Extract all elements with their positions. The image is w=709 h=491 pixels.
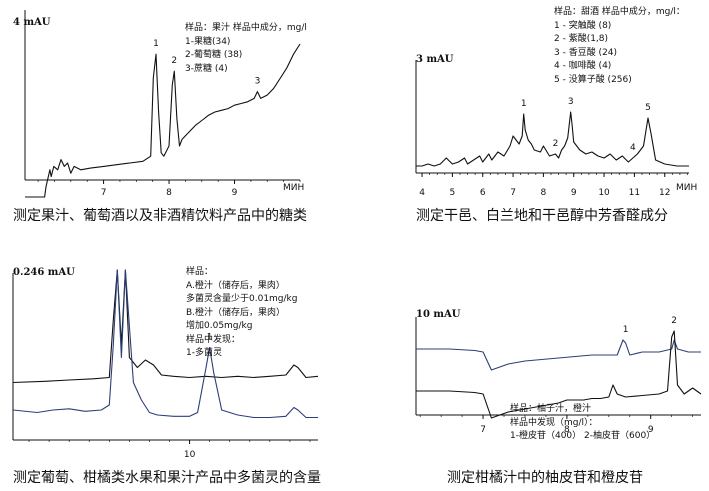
x-tick-label: 8 bbox=[166, 188, 172, 198]
legend-line: 多菌灵含量少于0.01mg/kg bbox=[186, 294, 298, 304]
x-tick-label: 10 bbox=[184, 450, 196, 460]
peak-label: 2 bbox=[553, 139, 559, 149]
x-tick-label: 6 bbox=[480, 188, 486, 198]
legend-line: 增加0.05mg/kg bbox=[186, 321, 253, 331]
chart-caption: 测定果汁、葡萄酒以及非酒精饮料产品中的糖类 bbox=[13, 208, 307, 224]
chromatogram-sugars: 7 8 9 МИН 1 2 3 bbox=[24, 10, 304, 198]
peak-label: 3 bbox=[255, 77, 261, 87]
x-tick-label: 9 bbox=[648, 425, 654, 435]
y-unit-label: 4 mAU bbox=[13, 17, 51, 28]
x-tick-label: 7 bbox=[480, 425, 486, 435]
peak-label: 4 bbox=[630, 143, 636, 153]
chart-caption: 测定干邑、白兰地和干邑醇中芳香醛成分 bbox=[416, 208, 668, 224]
legend-line: 2 - 紫酸(1,8) bbox=[554, 34, 609, 44]
x-tick-label: 11 bbox=[629, 188, 640, 198]
legend-line: 样品：果汁 样品中成分，mg/l bbox=[185, 23, 307, 33]
x-tick-label: 7 bbox=[101, 188, 107, 198]
legend: 样品：甜酒 样品中成分，mg/l： 1 - 突触酸 (8) 2 - 紫酸(1,8) 3… bbox=[554, 6, 685, 87]
series-line bbox=[416, 330, 702, 419]
series-line bbox=[416, 339, 701, 371]
legend: 样品： A.橙汁（储存后，果肉） 多菌灵含量少于0.01mg/kg B.橙汁（储存后，… bbox=[186, 266, 297, 361]
legend-line: A.橙汁（储存后，果肉） bbox=[186, 280, 285, 291]
legend-line: 2-葡萄糖 (38) bbox=[185, 50, 243, 60]
series-line bbox=[12, 269, 318, 419]
y-unit-label: 0.246 mAU bbox=[13, 267, 75, 278]
legend-line: 1-多菌灵 bbox=[186, 348, 222, 358]
legend-line: 3-蔗糖 (4) bbox=[185, 63, 228, 74]
legend-line: 样品： bbox=[186, 267, 214, 277]
x-axis-label: МИН bbox=[676, 183, 697, 193]
x-tick-label: 5 bbox=[450, 188, 456, 198]
series-line bbox=[25, 43, 301, 198]
peak-label: 3 bbox=[568, 97, 574, 107]
y-unit-label: 10 mAU bbox=[416, 309, 461, 320]
x-tick-label: 9 bbox=[571, 188, 577, 198]
chart-caption: 测定葡萄、柑橘类水果和果汁产品中多菌灵的含量 bbox=[13, 470, 321, 486]
legend-line: 样品中发现（mg/l）： bbox=[510, 417, 598, 428]
chart-panel-aromatic-aldehydes: 4 5 6 7 8 9 10 11 12 МИН 1 2 3 4 5 3 mAU 样品：甜酒 样品中成分，m… bbox=[354, 0, 709, 245]
legend: 样品：柚子汁，橙汁 样品中发现（mg/l）： 1-橙皮苷（400） 2-柚皮苷（60… bbox=[510, 403, 655, 444]
x-tick-label: 10 bbox=[598, 188, 610, 198]
peak-label: 5 bbox=[645, 103, 651, 113]
x-tick-label: 12 bbox=[659, 188, 670, 198]
x-axis-label: МИН bbox=[283, 183, 304, 193]
chart-panel-naringin-hesperidin: 7 8 9 1 2 10 mAU 样品：柚子汁，橙汁 样品中发现（mg/l）： 1-橙皮苷（… bbox=[354, 245, 709, 491]
legend-line: 5 - 没算子酸 (256) bbox=[554, 74, 632, 85]
chart-caption: 测定柑橘汁中的柚皮苷和橙皮苷 bbox=[447, 470, 643, 486]
legend-line: 1 - 突触酸 (8) bbox=[554, 20, 612, 31]
legend-line: 样品中发现： bbox=[186, 334, 241, 345]
chart-panel-sugars: 7 8 9 МИН 1 2 3 4 mAU 样品：果汁 样品中成分，mg/l 1-果糖(34)… bbox=[0, 0, 354, 245]
peak-label: 1 bbox=[207, 333, 213, 343]
legend-line: 1-果糖(34) bbox=[185, 36, 231, 47]
y-unit-label: 3 mAU bbox=[416, 54, 454, 65]
peak-label: 1 bbox=[521, 99, 527, 109]
peak-label: 2 bbox=[171, 56, 177, 66]
x-tick-label: 8 bbox=[541, 188, 547, 198]
legend-line: 1-橙皮苷（400） 2-柚皮苷（600） bbox=[510, 431, 656, 441]
series-line bbox=[12, 269, 319, 384]
legend-line: B.橙汁（储存后，果肉） bbox=[186, 307, 286, 318]
legend: 样品：果汁 样品中成分，mg/l 1-果糖(34) 2-葡萄糖 (38) 3-蔗糖 (… bbox=[185, 22, 307, 76]
legend-line: 样品：柚子汁，橙汁 bbox=[510, 404, 592, 414]
legend-line: 3 - 香豆酸 (24) bbox=[554, 47, 618, 58]
x-tick-label: 4 bbox=[419, 188, 425, 198]
series-line bbox=[416, 111, 689, 167]
peak-label: 1 bbox=[623, 325, 629, 335]
chart-panel-carbendazim: 10 1 0.246 mAU 样品： A.橙汁（储存后，果肉） 多菌灵含量少于0.01… bbox=[0, 245, 354, 491]
peak-label: 2 bbox=[671, 316, 677, 326]
chromatogram-carbendazim: 10 1 bbox=[12, 269, 319, 460]
legend-line: 4 - 咖啡酸 (4) bbox=[554, 61, 612, 71]
x-tick-label: 7 bbox=[510, 188, 516, 198]
peak-label: 1 bbox=[153, 39, 159, 49]
x-tick-label: 9 bbox=[232, 188, 238, 198]
chromatogram-naringin-hesperidin: 7 8 9 1 2 bbox=[415, 316, 702, 435]
legend-line: 样品：甜酒 样品中成分，mg/l： bbox=[554, 7, 685, 17]
x-tick-label: 8 bbox=[564, 425, 570, 435]
